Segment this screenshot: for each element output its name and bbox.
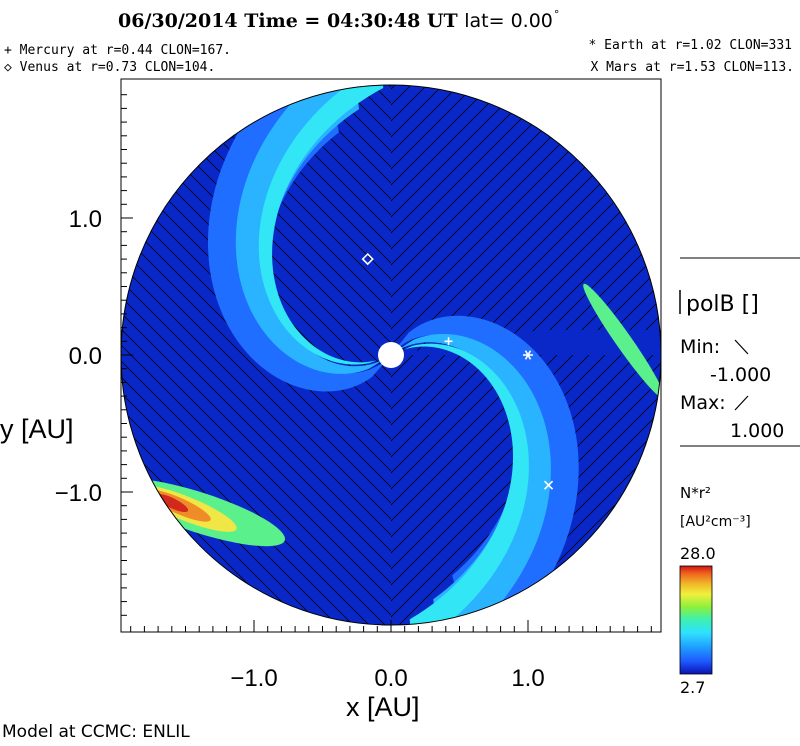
polarity-label: polB []	[686, 292, 759, 317]
band-cyan-arm-1	[404, 343, 529, 625]
planet-markers	[361, 252, 554, 490]
legend-max-hatch	[734, 395, 749, 411]
max-value: 1.000	[730, 420, 785, 442]
y-tick-label: −1.0	[55, 480, 102, 507]
mars-info: X Mars at r=1.53 CLON=113.	[590, 60, 795, 75]
marker-earth	[523, 350, 533, 360]
min-value: -1.000	[710, 364, 772, 386]
latitude-label: lat= 0.00°	[464, 8, 560, 32]
y-tick-label: 1.0	[69, 206, 102, 233]
venus-info: ◇ Venus at r=0.73 CLON=104.	[4, 60, 216, 75]
marker-venus	[361, 252, 374, 266]
max-label: Max:	[680, 392, 726, 414]
min-label: Min:	[680, 336, 721, 358]
x-tick-label: 1.0	[511, 665, 544, 692]
colorbar-max-label: 28.0	[680, 544, 716, 563]
colorbar	[679, 565, 713, 675]
marker-mars	[543, 480, 554, 490]
band-cyan-arm-2	[258, 85, 384, 365]
hot-region-red	[155, 493, 189, 513]
y-axis-label: y [AU]	[0, 414, 74, 444]
colorbar-unit: [AU²cm⁻³]	[680, 514, 751, 530]
colorbar-min-label: 2.7	[680, 678, 706, 697]
y-tick-label: 0.0	[69, 343, 102, 370]
sun	[378, 342, 404, 368]
earth-info: * Earth at r=1.02 CLON=331	[588, 38, 793, 53]
x-tick-label: −1.0	[230, 665, 277, 692]
green-streak	[583, 283, 661, 399]
axes: −1.0 0.0 1.0 1.0 0.0 −1.0	[55, 94, 652, 692]
marker-mercury	[444, 337, 453, 346]
plot-title: 06/30/2014 Time = 04:30:48 UT lat= 0.00°	[118, 8, 560, 32]
colorbar-title: N*r²	[680, 484, 711, 502]
x-tick-label: 0.0	[374, 665, 407, 692]
mercury-info: + Mercury at r=0.44 CLON=167.	[4, 43, 231, 58]
x-axis-label: x [AU]	[346, 692, 420, 722]
legend-min-hatch	[734, 339, 749, 355]
footer-credit: Model at CCMC: ENLIL	[2, 722, 190, 742]
